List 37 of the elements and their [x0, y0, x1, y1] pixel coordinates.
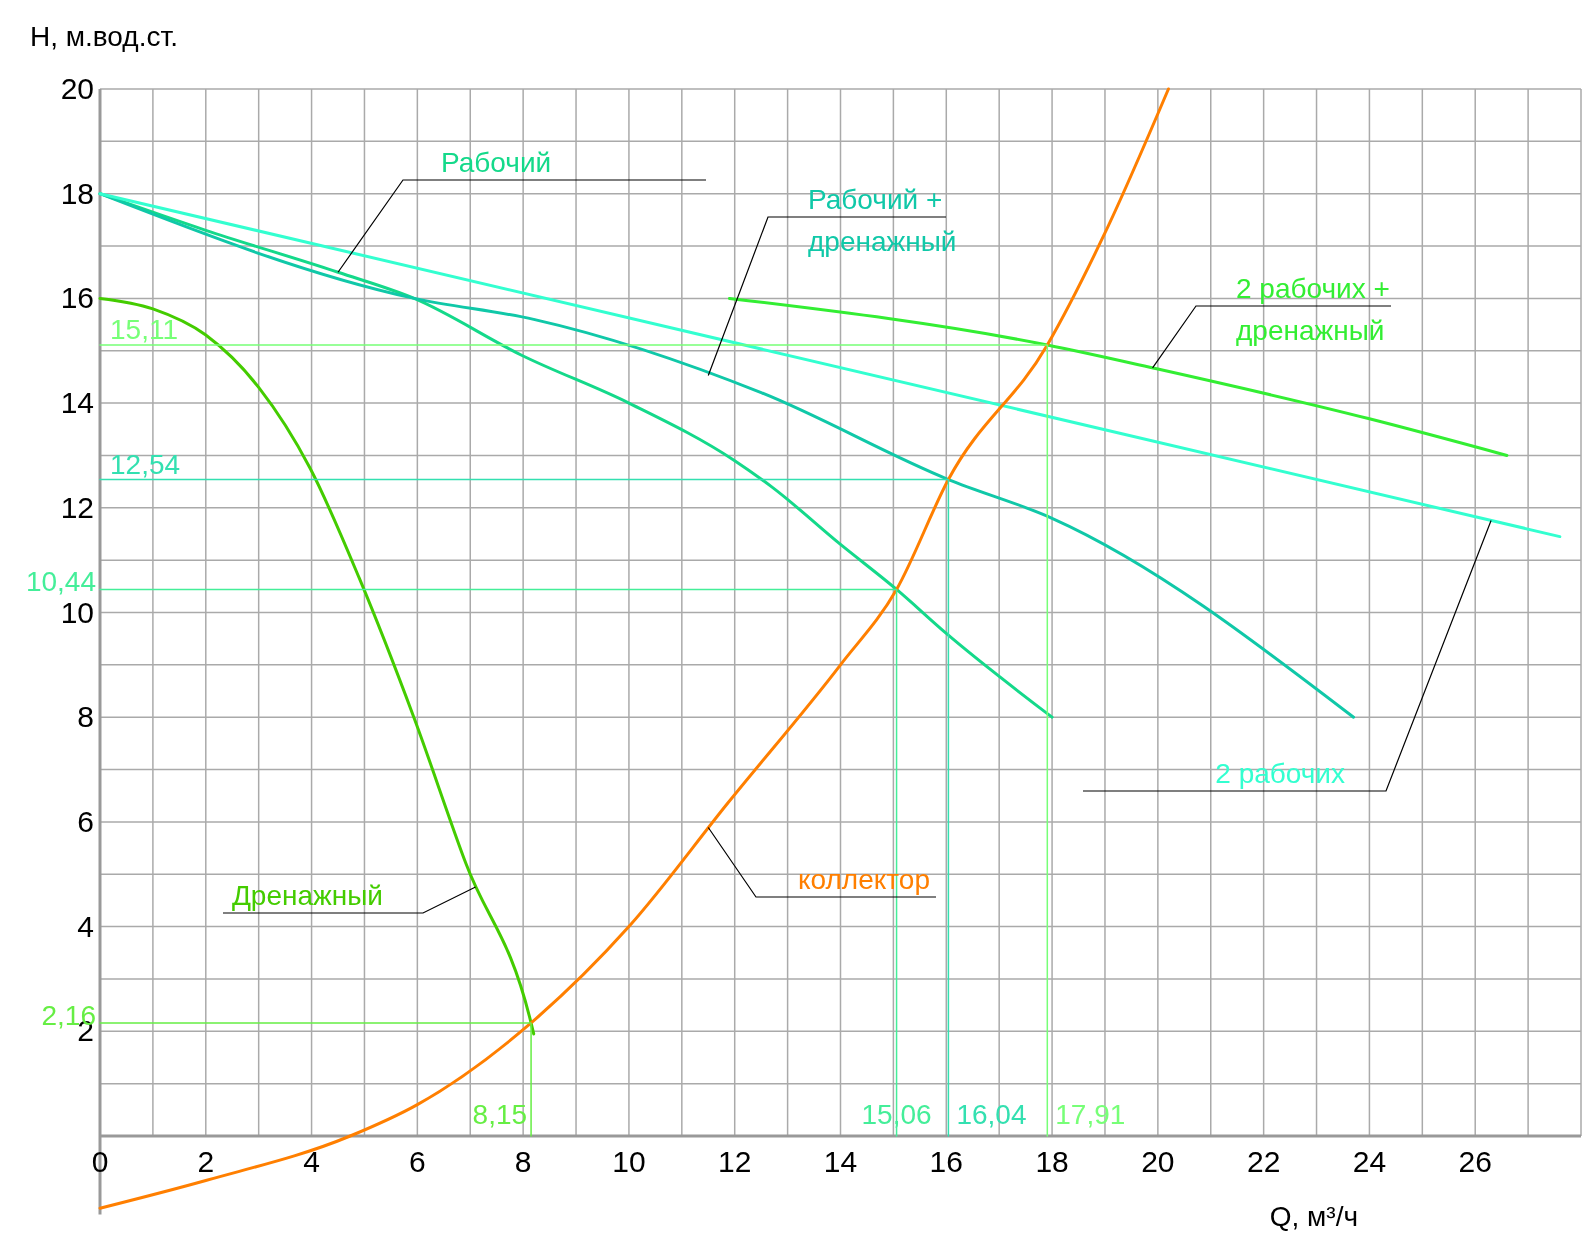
- x-tick-label: 14: [823, 1145, 858, 1178]
- annotation: 16,04: [956, 1099, 1027, 1130]
- annotation: 10,44: [25, 566, 96, 598]
- text: 2 рабочих: [1215, 758, 1345, 789]
- annotation: 12,54: [110, 448, 181, 480]
- y-tick-label: 12: [60, 490, 94, 524]
- x-tick-label: 12: [718, 1145, 752, 1178]
- y-tick-label: 20: [60, 72, 94, 105]
- line-series: [98, 296, 536, 1036]
- x-tick-label: 2: [197, 1145, 215, 1178]
- series-label: 2 рабочих + дренажный: [1236, 273, 1390, 346]
- text: Рабочий + дренажный: [808, 184, 957, 257]
- x-tick-label: 16: [929, 1145, 963, 1178]
- annotation: 17,91: [1055, 1099, 1126, 1130]
- y-axis-title: H, м.вод.ст.: [30, 21, 178, 52]
- y-tick-label: 14: [60, 386, 94, 420]
- y-tick-label: 6: [77, 804, 94, 838]
- x-tick-label: 24: [1352, 1145, 1387, 1178]
- annotation: 15,11: [110, 313, 178, 345]
- x-tick-label: 18: [1035, 1145, 1069, 1178]
- y-tick-label: 8: [77, 700, 94, 734]
- x-tick-label: 26: [1458, 1145, 1492, 1178]
- annotation: 8,15: [472, 1099, 528, 1130]
- y-tick-label: 4: [77, 909, 94, 943]
- x-tick-label: 20: [1141, 1145, 1175, 1178]
- text: Рабочий: [441, 147, 552, 178]
- x-tick-label: 10: [612, 1145, 646, 1178]
- x-tick-label: 8: [514, 1145, 532, 1178]
- x-tick-label: 4: [303, 1145, 320, 1178]
- x-tick-label: 22: [1246, 1145, 1281, 1178]
- x-tick-label: 6: [409, 1145, 426, 1178]
- x-axis-title: Q, м³/ч: [1269, 1201, 1358, 1232]
- x-tick-label: 0: [91, 1145, 109, 1178]
- text: Дренажный: [231, 880, 383, 911]
- y-tick-label: 10: [60, 595, 94, 629]
- y-tick-label: 16: [60, 281, 94, 315]
- y-tick-label: 18: [60, 176, 94, 210]
